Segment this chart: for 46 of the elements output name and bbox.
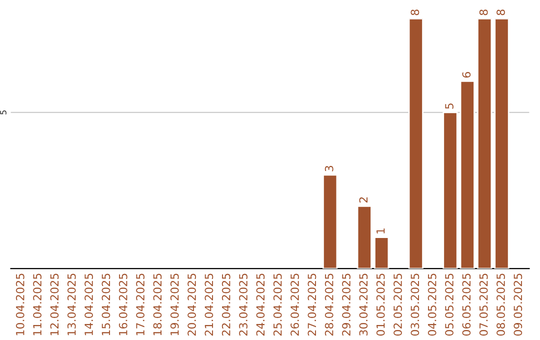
x-tick-label: 09.05.2025 bbox=[514, 274, 522, 336]
x-tick-label: 06.05.2025 bbox=[462, 274, 471, 336]
x-tick-label: 10.04.2025 bbox=[16, 274, 24, 336]
x-tick-label: 11.04.2025 bbox=[33, 274, 42, 336]
data-label: 8 bbox=[410, 10, 420, 16]
x-tick-label: 12.04.2025 bbox=[50, 274, 59, 336]
x-tick-label: 19.04.2025 bbox=[170, 274, 179, 336]
x-tick-label: 01.05.2025 bbox=[376, 274, 385, 336]
data-label: 8 bbox=[496, 10, 505, 16]
x-tick-label: 15.04.2025 bbox=[102, 274, 110, 336]
x-tick-label: 30.04.2025 bbox=[359, 274, 368, 336]
x-tick-label: 13.04.2025 bbox=[67, 274, 76, 336]
bar bbox=[442, 112, 458, 269]
x-tick-label: 04.05.2025 bbox=[428, 274, 436, 336]
data-label: 8 bbox=[479, 10, 488, 16]
x-tick-label: 26.04.2025 bbox=[290, 274, 299, 336]
data-label: 1 bbox=[376, 228, 385, 234]
x-tick-label: 20.04.2025 bbox=[188, 274, 196, 336]
bar bbox=[374, 236, 390, 269]
x-tick-label: 14.04.2025 bbox=[84, 274, 93, 336]
x-tick-label: 16.04.2025 bbox=[118, 274, 128, 336]
bar bbox=[477, 18, 492, 269]
bar bbox=[322, 174, 338, 269]
bar bbox=[494, 18, 510, 269]
x-tick-label: 17.04.2025 bbox=[136, 274, 144, 336]
x-tick-label: 21.04.2025 bbox=[204, 274, 214, 336]
data-label: 2 bbox=[359, 197, 368, 203]
bar bbox=[460, 80, 475, 269]
x-tick-label: 27.04.2025 bbox=[308, 274, 316, 336]
x-tick-label: 08.05.2025 bbox=[496, 274, 505, 336]
bar bbox=[408, 18, 424, 269]
x-tick-label: 02.05.2025 bbox=[394, 274, 402, 336]
x-tick-label: 07.05.2025 bbox=[479, 274, 488, 336]
bar bbox=[356, 205, 372, 269]
x-tick-label: 18.04.2025 bbox=[153, 274, 162, 336]
x-tick-label: 05.05.2025 bbox=[445, 274, 454, 336]
x-tick-label: 23.04.2025 bbox=[239, 274, 248, 336]
data-label: 6 bbox=[462, 72, 471, 78]
x-tick-label: 28.04.2025 bbox=[324, 274, 334, 336]
x-tick-label: 25.04.2025 bbox=[273, 274, 282, 336]
x-tick-label: 03.05.2025 bbox=[410, 274, 420, 336]
x-tick-label: 22.04.2025 bbox=[222, 274, 230, 336]
x-tick-label: 24.04.2025 bbox=[256, 274, 265, 336]
x-tick-label: 29.04.2025 bbox=[342, 274, 350, 336]
data-label: 3 bbox=[324, 166, 334, 172]
data-label: 5 bbox=[445, 104, 454, 109]
